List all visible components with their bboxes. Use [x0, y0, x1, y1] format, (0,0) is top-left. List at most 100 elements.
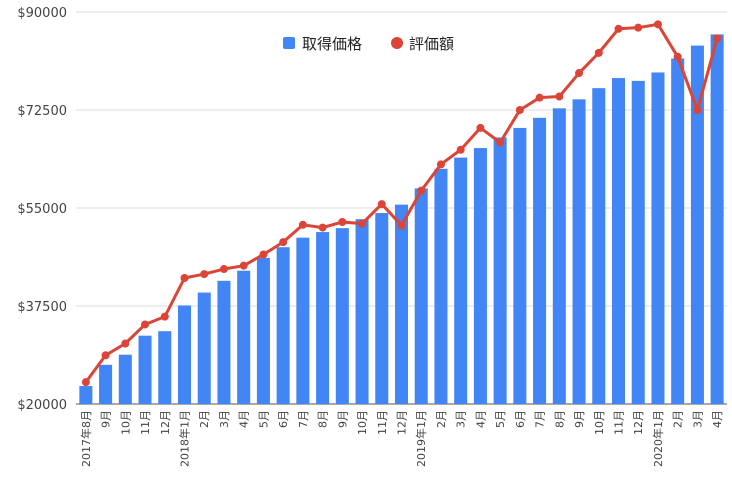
bar — [296, 237, 310, 404]
bar — [237, 270, 251, 404]
bar — [99, 364, 113, 404]
x-tick-label: 3月 — [691, 410, 704, 428]
x-tick-label: 2017年8月 — [79, 410, 93, 467]
bar — [375, 213, 389, 404]
x-tick-label: 12月 — [632, 410, 645, 435]
x-tick-label: 4月 — [238, 410, 251, 428]
x-tick-label: 6月 — [277, 410, 290, 428]
line-point — [377, 200, 386, 209]
line-point — [81, 378, 90, 387]
x-tick-label: 3月 — [455, 410, 468, 428]
bar — [316, 232, 330, 404]
bar — [493, 137, 507, 404]
line-point — [358, 219, 367, 228]
bar — [414, 188, 428, 404]
line-point — [338, 218, 347, 226]
line-point — [219, 265, 228, 274]
line-series — [81, 20, 722, 387]
legend-line-swatch — [391, 37, 403, 49]
line-point — [180, 274, 189, 282]
x-tick-label: 4月 — [711, 410, 724, 428]
line-point — [693, 106, 702, 114]
x-tick-label: 2019年1月 — [414, 410, 428, 467]
line-point — [141, 320, 150, 329]
bar — [454, 157, 468, 404]
bar — [256, 257, 270, 404]
line-point — [397, 221, 406, 230]
line-point — [634, 23, 643, 32]
x-tick-label: 10月 — [119, 410, 132, 435]
bar — [611, 78, 626, 404]
y-tick-label: $55000 — [17, 202, 67, 217]
x-tick-label: 8月 — [553, 410, 566, 428]
line-point — [575, 69, 584, 78]
bar — [473, 148, 487, 404]
x-tick-label: 12月 — [396, 410, 409, 435]
line-point — [259, 250, 268, 259]
line-point — [200, 270, 209, 279]
line-point — [555, 92, 564, 101]
line-point — [673, 52, 682, 61]
x-tick-label: 9月 — [336, 410, 349, 428]
bar — [690, 45, 704, 404]
y-tick-label: $90000 — [17, 6, 67, 21]
legend-line-label: 評価額 — [409, 35, 454, 53]
bar — [217, 280, 231, 404]
x-tick-label: 4月 — [474, 410, 487, 428]
x-tick-label: 11月 — [613, 410, 626, 435]
line-point — [653, 20, 662, 29]
line-point — [456, 145, 465, 154]
y-tick-label: $20000 — [17, 398, 67, 413]
x-tick-label: 8月 — [317, 410, 330, 428]
bar — [533, 117, 547, 404]
line-point — [515, 106, 524, 114]
x-tick-label: 2月 — [672, 410, 685, 428]
bar — [513, 127, 527, 405]
x-tick-label: 10月 — [593, 410, 606, 435]
legend-bar-swatch — [283, 37, 295, 49]
bar — [118, 354, 132, 404]
bar — [276, 247, 290, 404]
bar — [197, 292, 211, 404]
y-axis: $20000 $37500 $55000 $72500 $90000 — [17, 6, 67, 413]
x-tick-label: 9月 — [573, 410, 586, 428]
bar — [592, 88, 606, 404]
line-point — [476, 123, 485, 132]
x-tick-label: 9月 — [100, 410, 113, 428]
line-point — [101, 351, 110, 360]
y-tick-label: $37500 — [17, 300, 67, 315]
x-tick-label: 3月 — [218, 410, 231, 428]
bar — [158, 331, 172, 404]
y-tick-label: $72500 — [17, 104, 67, 119]
x-axis: 2017年8月 9月 10月 11月 12月 2018年1月 2月 3月 4月 5月 6月 7月 8月 9… — [79, 410, 724, 467]
x-tick-label: 12月 — [159, 410, 172, 435]
x-tick-label: 7月 — [534, 410, 547, 428]
line-point — [239, 261, 248, 270]
line-point — [614, 24, 623, 33]
bar-series — [79, 34, 724, 405]
legend-bar-label: 取得価格 — [302, 35, 362, 53]
legend: 取得価格 評価額 — [283, 35, 454, 53]
x-tick-label: 2018年1月 — [178, 410, 192, 467]
x-tick-label: 10月 — [356, 410, 369, 435]
line-point — [436, 160, 445, 169]
bar — [355, 219, 369, 404]
x-tick-label: 6月 — [514, 410, 527, 428]
x-tick-label: 5月 — [494, 410, 507, 428]
bar — [138, 335, 152, 404]
line-point — [594, 48, 603, 57]
bar — [572, 99, 586, 405]
x-tick-label: 11月 — [139, 410, 152, 435]
bar — [631, 80, 645, 404]
x-tick-label: 5月 — [257, 410, 270, 428]
bar — [651, 72, 665, 404]
bar — [434, 168, 448, 404]
x-tick-label: 7月 — [297, 410, 310, 428]
bar — [552, 108, 566, 404]
line-point — [160, 312, 169, 321]
bar — [394, 204, 409, 404]
bar — [671, 58, 685, 404]
line-point — [121, 339, 130, 348]
bar — [710, 34, 724, 405]
x-tick-label: 11月 — [376, 410, 389, 435]
